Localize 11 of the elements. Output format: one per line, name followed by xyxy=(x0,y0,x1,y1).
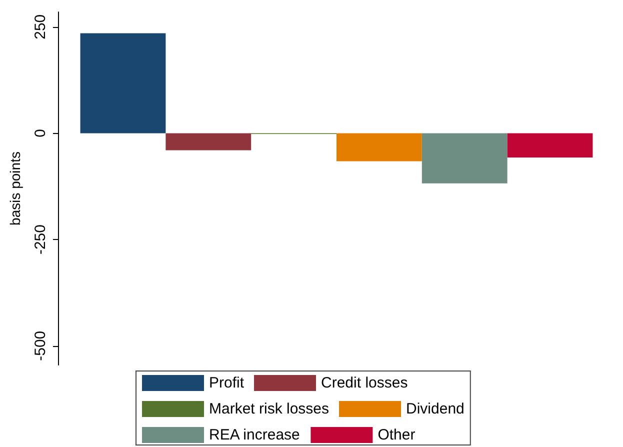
legend-label: Other xyxy=(378,426,416,444)
legend-label: Dividend xyxy=(406,400,464,418)
y-tick-label: -500 xyxy=(32,330,49,361)
y-tick-label: 250 xyxy=(32,14,49,40)
y-tick-label: 0 xyxy=(32,129,49,138)
legend-label: Credit losses xyxy=(321,374,408,392)
legend-label: Market risk losses xyxy=(209,400,330,418)
legend-label: Profit xyxy=(209,374,245,392)
y-tick-label: -250 xyxy=(32,224,49,255)
y-axis-title: basis points xyxy=(7,152,23,226)
legend-label: REA increase xyxy=(209,426,300,444)
